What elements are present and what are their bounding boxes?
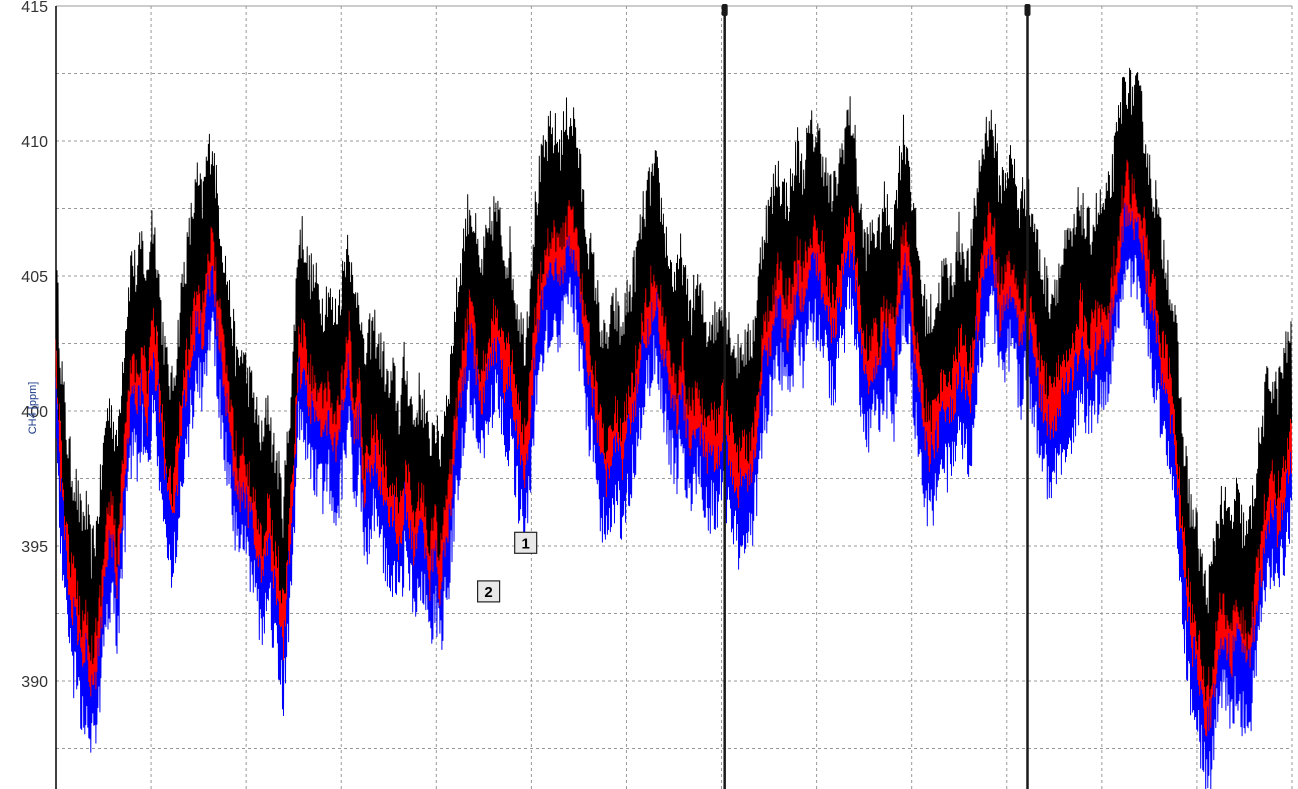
marker-2: 2: [477, 580, 501, 603]
annotation-group: 12: [477, 531, 538, 603]
y-tick-label: 395: [21, 539, 48, 556]
y-tick-label: 390: [21, 674, 48, 691]
y-tick-label: 410: [21, 134, 48, 151]
marker-1: 1: [514, 531, 538, 554]
cursor-1[interactable]: [721, 4, 728, 789]
cursor-handle: [721, 4, 728, 16]
y-tick-label: 415: [21, 0, 48, 16]
y-tick-label: 405: [21, 269, 48, 286]
cursor-handle: [1024, 4, 1031, 16]
marker-label: 2: [484, 584, 492, 601]
cursor-group[interactable]: [721, 4, 1031, 789]
marker-box: [514, 531, 538, 554]
y-tick-label: 400: [21, 404, 48, 421]
series-group: [55, 67, 1292, 789]
marker-label: 1: [522, 535, 530, 552]
cursor-2[interactable]: [1024, 4, 1031, 789]
marker-box: [477, 580, 501, 603]
series-max-line: [55, 67, 1292, 701]
y-axis-label: CH4 [ppm]: [27, 382, 39, 435]
